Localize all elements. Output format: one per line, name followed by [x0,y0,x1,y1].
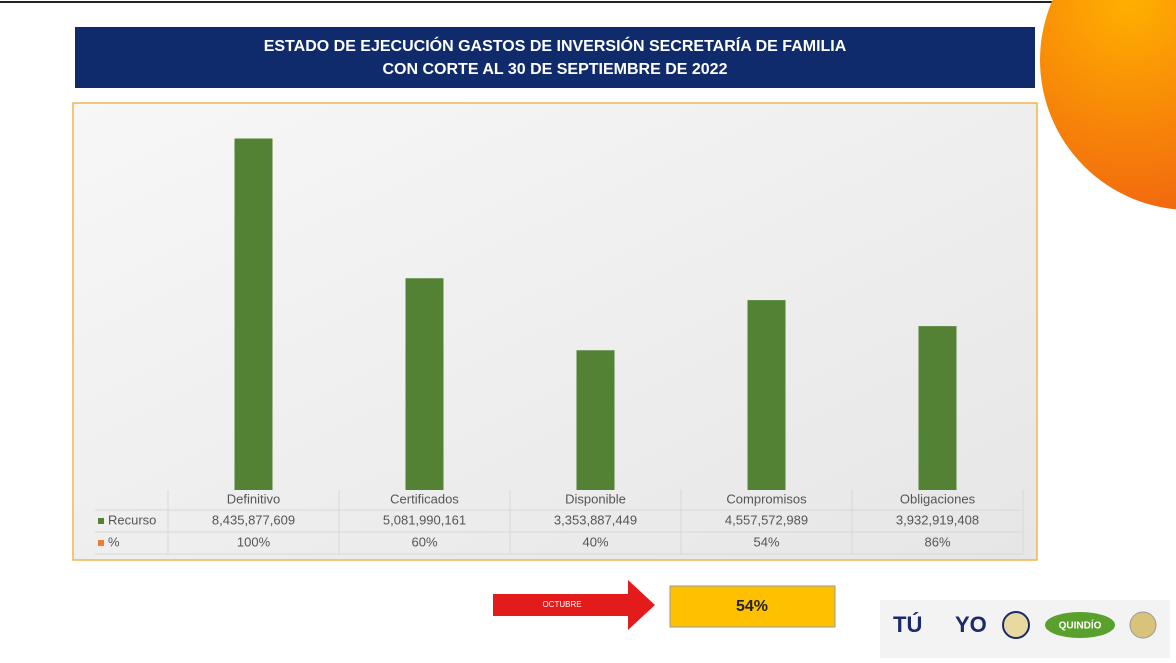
data-label: 4,557,572,989 [725,512,808,527]
result: 54% [736,598,768,615]
data-label: 3,353,887,449 [554,512,637,527]
data-label: 100% [237,534,271,549]
category-label: Compromisos [726,491,807,506]
title-line: ESTADO DE EJECUCIÓN GASTOS DE INVERSIÓN … [264,36,847,55]
bar [234,138,273,490]
data-label: 3,932,919,408 [896,512,979,527]
logo-seal [1002,611,1030,639]
category-label: Definitivo [227,491,280,506]
legend-swatch [98,540,104,546]
arrow-label: OCTUBRE [542,600,581,609]
logo-text: QUINDÍO [1059,619,1102,632]
category-label: Obligaciones [900,491,976,506]
chart-frame [72,102,1038,561]
legend-label: Recurso [108,512,156,527]
chart: Definitivo Certificados Disponible Compromi… [95,138,1024,555]
decor-orb [1040,0,1176,210]
category-label: Disponible [565,491,626,506]
logo-seal [1129,611,1157,639]
title-line: CON CORTE AL 30 DE SEPTIEMBRE DE 2022 [383,61,728,78]
legend-swatch [98,518,104,524]
category-label: Certificados [390,491,459,506]
data-label: 60% [411,534,437,549]
bar [918,326,957,490]
logo-shape [1045,612,1115,638]
data-label: 8,435,877,609 [212,512,295,527]
data-label: 86% [924,534,950,549]
result-box [669,585,836,628]
data-label: 5,081,990,161 [383,512,466,527]
data-label: 54% [753,534,779,549]
logo-text: YO [955,612,987,637]
title-box [75,27,1035,88]
bar [405,278,444,490]
logo-text: TÚ [893,612,922,637]
bar [747,300,786,490]
data-label: 40% [582,534,608,549]
bar [576,350,615,490]
arrow [493,580,655,630]
legend-label: % [108,534,120,549]
